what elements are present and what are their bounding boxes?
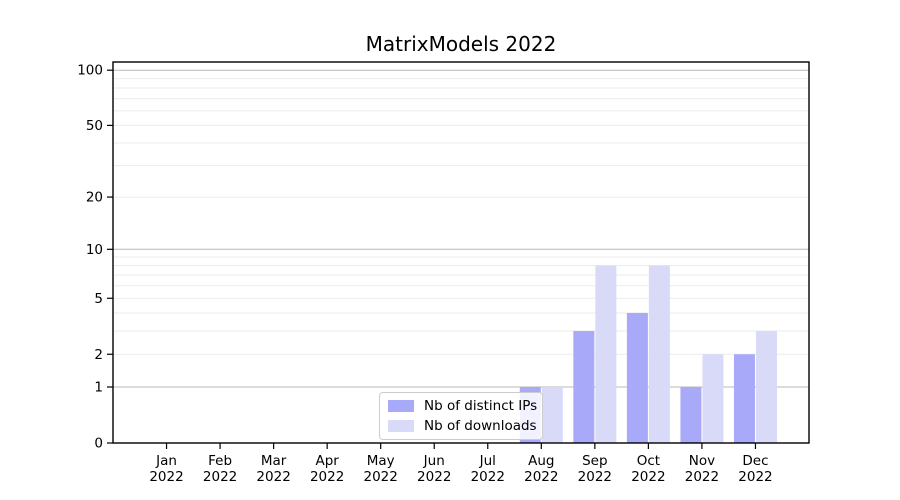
y-tick-label: 5 — [94, 291, 103, 307]
legend-item-distinct-ips: Nb of distinct IPs — [388, 398, 538, 414]
y-tick-label: 1 — [94, 380, 103, 396]
x-tick-label-month: Feb — [208, 453, 232, 469]
bar-downloads-dec — [755, 331, 777, 443]
x-tick-label-year: 2022 — [417, 469, 451, 485]
bar-ips-sep — [573, 331, 595, 443]
x-tick-label-year: 2022 — [578, 469, 612, 485]
legend-label-distinct-ips: Nb of distinct IPs — [424, 398, 538, 414]
x-tick-label-year: 2022 — [631, 469, 665, 485]
legend-item-downloads: Nb of downloads — [388, 418, 537, 434]
legend-swatch-distinct-ips — [388, 400, 414, 412]
legend-box: Nb of distinct IPs Nb of downloads — [379, 392, 543, 440]
x-tick-label-year: 2022 — [524, 469, 558, 485]
axes-spines — [112, 61, 810, 444]
x-tick-label-month: Jul — [479, 453, 496, 469]
x-tick-label-month: Sep — [582, 453, 607, 469]
legend-label-downloads: Nb of downloads — [424, 418, 537, 434]
x-tick-label-year: 2022 — [685, 469, 719, 485]
x-tick-label-month: Aug — [528, 453, 554, 469]
x-tick-label-month: May — [367, 453, 395, 469]
y-tick-label: 50 — [86, 118, 103, 134]
y-tick-label: 100 — [77, 63, 103, 79]
bar-downloads-sep — [595, 265, 617, 443]
bar-ips-dec — [733, 354, 755, 443]
x-tick-label-month: Jun — [423, 453, 445, 469]
x-tick-label-month: Mar — [261, 453, 287, 469]
y-tick-label: 2 — [94, 347, 103, 363]
chart-title: MatrixModels 2022 — [365, 32, 557, 56]
x-tick-label-year: 2022 — [471, 469, 505, 485]
y-tick-label: 0 — [94, 436, 103, 452]
bar-downloads-oct — [648, 265, 670, 443]
legend-swatch-downloads — [388, 420, 414, 432]
bar-downloads-nov — [702, 354, 724, 443]
x-tick-label-year: 2022 — [738, 469, 772, 485]
y-tick-label: 20 — [86, 190, 103, 206]
x-tick-label-year: 2022 — [310, 469, 344, 485]
bar-ips-oct — [626, 312, 648, 443]
bar-ips-nov — [680, 387, 702, 443]
x-tick-label-year: 2022 — [203, 469, 237, 485]
x-tick-label-month: Oct — [637, 453, 660, 469]
x-tick-label-month: Apr — [315, 453, 339, 469]
x-tick-label-month: Nov — [689, 453, 715, 469]
x-tick-label-month: Jan — [155, 453, 177, 469]
x-tick-label-month: Dec — [742, 453, 768, 469]
x-tick-label-year: 2022 — [149, 469, 183, 485]
x-tick-label-year: 2022 — [364, 469, 398, 485]
x-tick-label-year: 2022 — [256, 469, 290, 485]
bar-downloads-aug — [541, 387, 563, 443]
y-tick-label: 10 — [86, 242, 103, 258]
